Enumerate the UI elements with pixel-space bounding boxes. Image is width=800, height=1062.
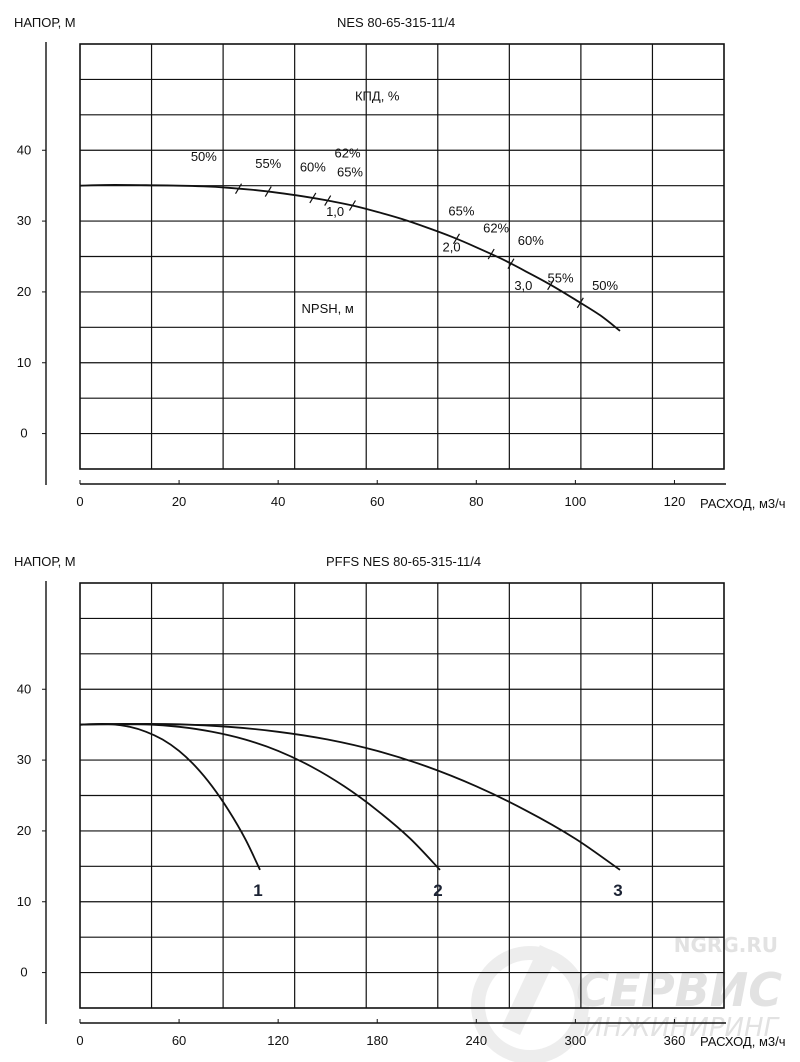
chart-pffs-curve-1 xyxy=(79,723,261,871)
chart-nes-annotation: 55% xyxy=(255,156,281,171)
chart-pffs-x-tick-label: 120 xyxy=(267,1033,289,1048)
chart-nes-ylabel: НАПОР, М xyxy=(14,15,76,30)
chart-nes-annotation: 1,0 xyxy=(326,204,344,219)
chart-pffs-grid xyxy=(79,582,725,1009)
chart-nes-efficiency-mark xyxy=(576,297,584,309)
chart-nes-annotation: 50% xyxy=(592,278,618,293)
chart-nes-annotation: 3,0 xyxy=(514,278,532,293)
chart-nes-efficiency-mark xyxy=(452,233,461,245)
chart-nes-efficiency-mark xyxy=(547,279,555,291)
chart-pffs-axes xyxy=(45,581,726,1024)
chart-pffs-curve-2 xyxy=(79,723,441,871)
chart-nes-x-ticks: 0 20 40 60 80 100 120 xyxy=(76,480,685,509)
chart-nes-annotation: 2,0 xyxy=(442,240,460,255)
chart-pffs-x-tick-label: 240 xyxy=(465,1033,487,1048)
chart-pffs-x-tick-label: 0 xyxy=(76,1033,83,1048)
chart-nes-efficiency-mark xyxy=(348,200,356,211)
chart-pffs-curve-labels: 1 2 3 xyxy=(253,881,622,900)
chart-nes-y-tick-label: 10 xyxy=(17,355,31,370)
chart-nes-efficiency-mark xyxy=(309,192,317,204)
chart-nes-title: NES 80-65-315-11/4 xyxy=(337,15,455,30)
chart-nes-annotation: 60% xyxy=(518,233,544,248)
chart-pffs-curve-label: 3 xyxy=(613,881,622,900)
chart-nes-annotation: КПД, % xyxy=(355,89,400,104)
chart-nes-annotation: 65% xyxy=(448,203,474,218)
chart-nes-annotation: 62% xyxy=(483,220,509,235)
chart-nes-x-tick-label: 80 xyxy=(469,494,483,509)
chart-nes-y-ticks: 0 10 20 30 40 xyxy=(17,142,46,441)
chart-nes-x-tick-label: 0 xyxy=(76,494,83,509)
chart-nes-y-tick-label: 0 xyxy=(20,426,27,441)
chart-pffs: НАПОР, М PFFS NES 80-65-315-11/4 РАСХОД,… xyxy=(14,554,786,1049)
chart-pffs-title: PFFS NES 80-65-315-11/4 xyxy=(326,554,481,569)
chart-pffs-x-tick-label: 300 xyxy=(565,1033,587,1048)
watermark-brand-bottom: ИНЖИНИРИНГ xyxy=(583,1013,780,1043)
chart-nes-efficiency-mark xyxy=(487,248,495,260)
chart-pffs-x-tick-label: 360 xyxy=(664,1033,686,1048)
chart-nes-efficiency-marks xyxy=(235,183,584,309)
chart-pffs-y-tick-label: 30 xyxy=(17,752,31,767)
chart-pffs-ylabel: НАПОР, М xyxy=(14,554,76,569)
chart-pffs-y-ticks: 0 10 20 30 40 xyxy=(17,681,46,980)
chart-nes-x-tick-label: 100 xyxy=(565,494,587,509)
chart-pffs-y-tick-label: 20 xyxy=(17,823,31,838)
watermark-logo xyxy=(471,944,589,1062)
chart-nes-x-tick-label: 40 xyxy=(271,494,285,509)
chart-nes-annotations: КПД, % NPSH, м 50% 55% 60% 62% 65% 1,0 65% 62% 2,0… xyxy=(191,89,619,316)
chart-nes-x-tick-label: 60 xyxy=(370,494,384,509)
chart-nes: НАПОР, М NES 80-65-315-11/4 РАСХОД, м3/ч… xyxy=(14,15,786,511)
chart-nes-y-tick-label: 40 xyxy=(17,142,31,157)
chart-pffs-x-tick-label: 60 xyxy=(172,1033,186,1048)
chart-nes-efficiency-mark xyxy=(264,186,272,197)
chart-pffs-curve-3 xyxy=(79,723,621,871)
chart-pffs-y-tick-label: 40 xyxy=(17,681,31,696)
chart-pffs-curve-label: 1 xyxy=(253,881,262,900)
chart-nes-efficiency-mark xyxy=(235,183,243,194)
chart-nes-efficiency-mark xyxy=(507,258,515,270)
chart-nes-annotation: 50% xyxy=(191,149,217,164)
chart-nes-axes xyxy=(45,42,726,485)
chart-nes-x-tick-label: 120 xyxy=(664,494,686,509)
chart-pffs-x-ticks: 0 60 120 180 240 300 360 xyxy=(76,1019,685,1048)
chart-nes-x-tick-label: 20 xyxy=(172,494,186,509)
chart-nes-annotation: 65% xyxy=(337,164,363,179)
chart-pffs-x-tick-label: 180 xyxy=(366,1033,388,1048)
chart-nes-annotation: 55% xyxy=(548,271,574,286)
chart-pffs-series xyxy=(79,723,621,871)
chart-nes-annotation: NPSH, м xyxy=(302,301,354,316)
chart-pffs-y-tick-label: 0 xyxy=(20,965,27,980)
chart-nes-annotation: 62% xyxy=(334,145,360,160)
chart-nes-efficiency-mark xyxy=(324,195,332,206)
chart-pffs-xlabel: РАСХОД, м3/ч xyxy=(700,1034,786,1049)
chart-nes-grid xyxy=(79,43,725,470)
watermark-brand-top: СЕРВИС xyxy=(576,963,782,1017)
chart-pffs-y-tick-label: 10 xyxy=(17,894,31,909)
chart-nes-annotation: 60% xyxy=(300,160,326,175)
chart-nes-xlabel: РАСХОД, м3/ч xyxy=(700,496,786,511)
chart-nes-y-tick-label: 20 xyxy=(17,284,31,299)
chart-nes-y-tick-label: 30 xyxy=(17,213,31,228)
chart-pffs-curve-label: 2 xyxy=(433,881,442,900)
